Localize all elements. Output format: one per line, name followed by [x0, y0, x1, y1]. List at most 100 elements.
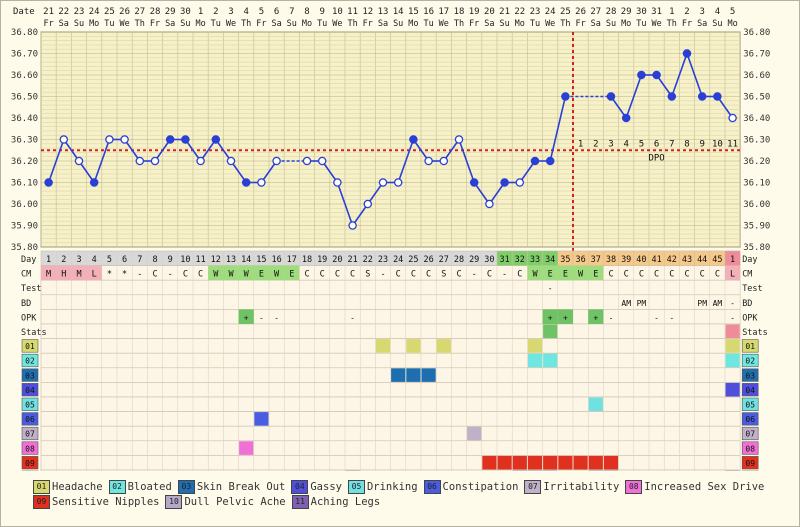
cycle-day-label: 14 — [241, 255, 251, 265]
cm-label: W — [228, 270, 234, 280]
weekday-label: Su — [393, 19, 403, 29]
weekday-label: Sa — [271, 19, 281, 29]
y-tick-label-left: 36.00 — [11, 200, 38, 210]
temp-point — [713, 92, 722, 101]
date-label: 23 — [74, 7, 85, 17]
cycle-day-label: 22 — [363, 255, 373, 265]
weekday-label: Tu — [211, 19, 221, 29]
cm-label: C — [654, 270, 659, 280]
cm-label: E — [548, 270, 553, 280]
cm-label: C — [639, 270, 644, 280]
y-tick-label-right: 36.20 — [743, 157, 770, 167]
date-label: 27 — [134, 7, 145, 17]
cycle-day-label: 29 — [469, 255, 479, 265]
temp-line-segment — [123, 139, 141, 162]
legend-swatch: 09 — [33, 494, 50, 509]
dpo-number: 11 — [727, 139, 738, 149]
symptom-mark — [573, 455, 588, 470]
cm-cell — [284, 265, 300, 281]
temp-point — [241, 178, 251, 187]
dpo-label: DPO — [648, 153, 664, 163]
opk-cell — [557, 309, 573, 324]
opk-label: - — [259, 313, 264, 322]
temp-line-segment — [519, 160, 536, 183]
temp-line-segment — [93, 139, 111, 183]
cycle-day-label: 1 — [46, 255, 51, 265]
temp-point — [606, 92, 616, 101]
legend-swatch: 04 — [291, 479, 309, 494]
symptom-code-box-right — [741, 441, 759, 455]
legend-item: 11 Aching Legs — [291, 494, 380, 509]
symptom-mark — [603, 470, 619, 485]
date-label: 30 — [180, 7, 191, 17]
symptom-code-left: 05 — [25, 401, 35, 410]
weekday-label: Sa — [591, 19, 601, 29]
cm-label: - — [380, 270, 385, 280]
stats-cell — [725, 324, 740, 339]
bd-label: PM — [637, 299, 647, 308]
cycle-day-label: 11 — [195, 255, 205, 265]
y-tick-label-right: 36.40 — [743, 114, 770, 124]
cycle-day-label: 16 — [271, 255, 281, 265]
cm-label: C — [396, 270, 401, 280]
cm-label: W — [274, 270, 280, 280]
temp-line-segment — [230, 160, 247, 183]
weekday-label: Th — [347, 19, 357, 29]
cm-cell — [223, 265, 239, 281]
date-label: 22 — [58, 7, 69, 17]
cycle-day-label: 28 — [454, 255, 464, 265]
cycle-day-label: 7 — [137, 255, 142, 265]
legend-label: Constipation — [442, 480, 519, 493]
weekday-label: Sa — [165, 19, 175, 29]
weekday-label: Mo — [89, 19, 99, 29]
symptom-code-box-right — [741, 397, 759, 411]
legend-item: 01 Headache — [33, 479, 103, 494]
cycle-day-label: 23 — [378, 255, 388, 265]
symptom-mark — [725, 382, 740, 397]
symptom-mark — [436, 339, 451, 353]
dpo-number: 2 — [593, 139, 598, 149]
cycle-day-label: 45 — [712, 255, 722, 265]
symptom-mark — [512, 470, 527, 485]
temp-point — [226, 156, 236, 166]
symptom-mark — [391, 368, 406, 382]
temp-point — [409, 135, 418, 144]
opk-cell — [542, 309, 558, 324]
dpo-number: 3 — [608, 139, 613, 149]
cm-label: C — [608, 270, 613, 280]
symptom-code-box-right — [741, 353, 759, 368]
weekday-label: Fr — [256, 19, 266, 29]
cm-label: E — [563, 270, 568, 280]
date-label: 2 — [213, 7, 218, 17]
opk-label: - — [730, 313, 735, 322]
cm-label: C — [426, 270, 431, 280]
cm-label: C — [183, 270, 188, 280]
temp-point — [500, 178, 509, 187]
temp-point — [545, 156, 555, 166]
temp-line-segment — [336, 182, 354, 226]
cycle-day-label: 2 — [61, 255, 66, 265]
cycle-day-label: 19 — [317, 255, 327, 265]
cycle-day-label: 39 — [621, 255, 631, 265]
temp-point — [302, 156, 312, 166]
cm-label: C — [456, 270, 461, 280]
weekday-label: Fr — [150, 19, 160, 29]
symptom-code-box-right — [741, 339, 759, 353]
temp-line-segment — [215, 139, 232, 162]
legend-label: Irritability — [543, 480, 620, 493]
symptom-code-right: 08 — [745, 444, 755, 453]
legend-item: 04 Gassy — [291, 479, 342, 494]
cycle-day-label: 31 — [499, 255, 509, 265]
legend-label: Dull Pelvic Ache — [184, 495, 286, 508]
temp-point — [74, 156, 84, 166]
legend-swatch: 01 — [33, 479, 50, 494]
symptom-code-right: 03 — [745, 371, 755, 380]
temp-line-segment — [184, 139, 202, 162]
legend-swatch: 05 — [347, 479, 365, 494]
cm-cell — [208, 265, 224, 281]
date-label: 14 — [393, 7, 404, 17]
temp-line-segment — [260, 160, 278, 183]
y-tick-label-left: 36.70 — [11, 50, 38, 60]
opk-label: + — [548, 313, 553, 322]
row-label-left: Stats — [21, 328, 47, 338]
